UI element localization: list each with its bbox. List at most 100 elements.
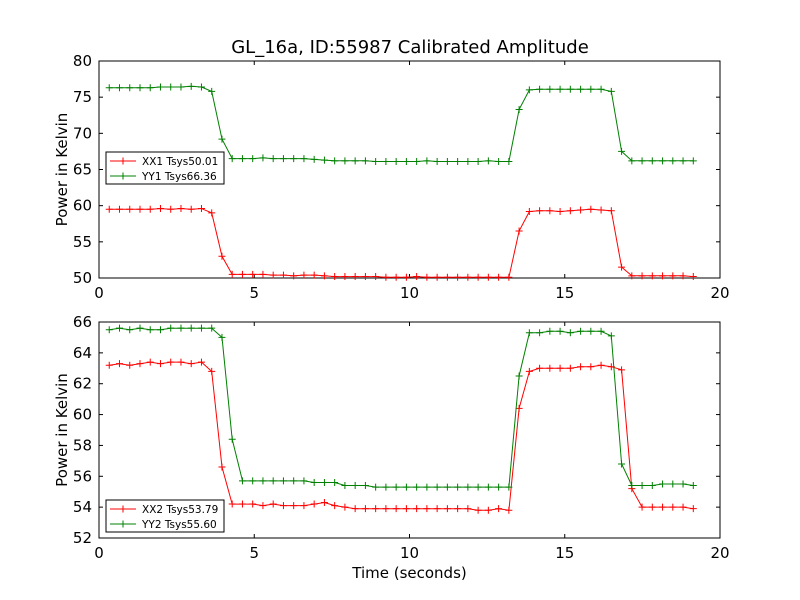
data-point-marker <box>628 157 636 165</box>
data-point-marker <box>197 205 205 213</box>
x-tick-label: 15 <box>555 284 574 302</box>
data-point-marker <box>495 483 503 491</box>
data-point-marker <box>290 502 298 510</box>
data-point-marker <box>126 361 134 369</box>
y-axis-label: Power in Kelvin <box>53 373 71 487</box>
data-point-marker <box>648 482 656 490</box>
y-tick-label: 66 <box>73 313 92 331</box>
data-point-marker <box>290 155 298 163</box>
data-point-marker <box>187 82 195 90</box>
data-point-marker <box>361 157 369 165</box>
data-point-marker <box>126 326 134 334</box>
data-point-marker <box>310 155 318 163</box>
x-tick-label: 10 <box>400 544 419 562</box>
data-point-marker <box>115 84 123 92</box>
data-point-marker <box>300 271 308 279</box>
data-point-marker <box>269 500 277 508</box>
data-point-marker <box>320 499 328 507</box>
data-point-marker <box>197 324 205 332</box>
data-point-marker <box>618 147 626 155</box>
data-point-marker <box>413 273 421 281</box>
bottom-panel: 0 5 10 15 20 52 54 56 58 60 62 64 66 Power in Kelvin T… <box>53 313 730 582</box>
legend-label: YY2 Tsys55.60 <box>141 519 217 531</box>
data-point-marker <box>372 158 380 166</box>
data-point-marker <box>515 227 523 235</box>
y-tick-label: 52 <box>73 529 92 547</box>
data-point-marker <box>515 372 523 380</box>
data-point-marker <box>320 156 328 164</box>
data-point-marker <box>648 503 656 511</box>
y-tick-label: 54 <box>73 498 92 516</box>
data-point-marker <box>505 483 513 491</box>
legend: XX2 Tsys53.79 YY2 Tsys55.60 <box>105 499 225 533</box>
data-point-marker <box>536 85 544 93</box>
data-point-marker <box>607 207 615 215</box>
data-point-marker <box>218 135 226 143</box>
x-tick-label: 20 <box>710 544 729 562</box>
data-point-marker <box>556 327 564 335</box>
data-point-marker <box>351 505 359 513</box>
data-point-marker <box>587 85 595 93</box>
data-point-marker <box>607 87 615 95</box>
data-point-marker <box>279 502 287 510</box>
data-point-marker <box>484 506 492 514</box>
data-point-marker <box>648 157 656 165</box>
data-point-marker <box>218 463 226 471</box>
data-point-marker <box>331 273 339 281</box>
legend-label: YY1 Tsys66.36 <box>141 171 217 183</box>
data-point-marker <box>454 273 462 281</box>
legend-label: XX2 Tsys53.79 <box>142 504 218 516</box>
data-point-marker <box>146 84 154 92</box>
y-tick-label: 80 <box>73 52 92 70</box>
data-point-marker <box>279 271 287 279</box>
data-point-marker <box>607 332 615 340</box>
data-point-marker <box>146 326 154 334</box>
data-point-marker <box>238 155 246 163</box>
data-point-marker <box>115 324 123 332</box>
data-point-marker <box>382 158 390 166</box>
data-point-marker <box>423 505 431 513</box>
data-point-marker <box>536 207 544 215</box>
data-point-marker <box>177 324 185 332</box>
data-point-marker <box>525 367 533 375</box>
data-point-marker <box>146 358 154 366</box>
data-point-marker <box>638 272 646 280</box>
data-point-marker <box>105 205 113 213</box>
data-point-marker <box>310 271 318 279</box>
figure-title: GL_16a, ID:55987 Calibrated Amplitude <box>231 37 589 58</box>
data-point-marker <box>618 263 626 271</box>
data-point-marker <box>679 503 687 511</box>
legend-marker <box>119 157 127 165</box>
data-point-marker <box>464 273 472 281</box>
data-point-marker <box>238 500 246 508</box>
data-point-marker <box>351 273 359 281</box>
data-point-marker <box>156 326 164 334</box>
data-point-marker <box>505 273 513 281</box>
data-point-marker <box>269 477 277 485</box>
data-point-marker <box>454 158 462 166</box>
data-point-marker <box>566 207 574 215</box>
data-point-marker <box>259 154 267 162</box>
data-point-marker <box>167 205 175 213</box>
y-tick-label: 56 <box>73 467 92 485</box>
data-point-marker <box>156 360 164 368</box>
x-tick-label: 20 <box>710 284 729 302</box>
x-tick-label: 5 <box>249 284 259 302</box>
series-line-1 <box>109 361 694 511</box>
data-point-marker <box>156 205 164 213</box>
data-point-marker <box>587 363 595 371</box>
data-point-marker <box>536 329 544 337</box>
data-point-marker <box>474 158 482 166</box>
top-panel: 0 5 10 15 20 50 55 60 65 70 75 80 Power in Kelvin XX1… <box>53 52 730 302</box>
data-point-marker <box>659 157 667 165</box>
data-point-marker <box>638 503 646 511</box>
data-point-marker <box>300 155 308 163</box>
data-point-marker <box>464 483 472 491</box>
data-point-marker <box>648 272 656 280</box>
data-point-marker <box>433 483 441 491</box>
x-tick-label: 0 <box>94 544 104 562</box>
data-point-marker <box>423 273 431 281</box>
data-point-marker <box>443 158 451 166</box>
data-point-marker <box>454 483 462 491</box>
data-point-marker <box>556 364 564 372</box>
